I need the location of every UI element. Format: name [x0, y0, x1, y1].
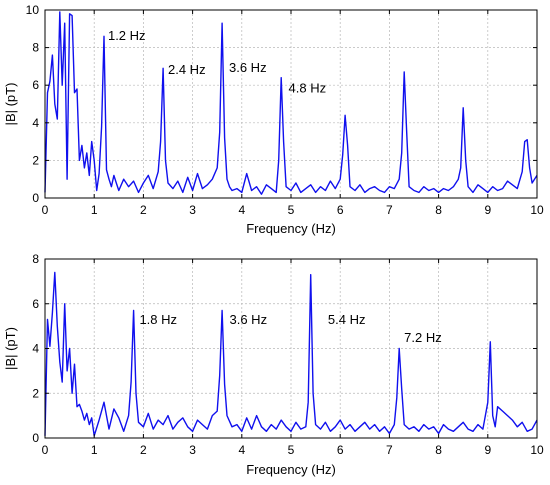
spectrum-trace [44, 11, 538, 195]
bottom-spectrum-panel: 0 1 2 3 4 5 6 7 8 9 10 0 2 4 6 8 Frequency (Hz) |B| (pT) 1… [3, 252, 544, 477]
peak-annotation: 1.2 Hz [108, 28, 146, 43]
peak-annotation: 5.4 Hz [328, 312, 366, 327]
x-tick-label: 5 [288, 203, 295, 217]
x-axis-label: Frequency (Hz) [246, 221, 336, 236]
x-tick-label: 2 [140, 203, 147, 217]
x-tick-label: 10 [530, 443, 544, 457]
y-tick-label: 8 [32, 41, 39, 55]
x-tick-label: 4 [238, 443, 245, 457]
peak-annotation: 3.6 Hz [229, 60, 267, 75]
x-tick-label: 0 [42, 443, 49, 457]
y-tick-label: 0 [32, 431, 39, 445]
y-tick-label: 10 [26, 3, 40, 17]
y-axis-label: |B| (pT) [3, 327, 18, 370]
y-tick-label: 6 [32, 78, 39, 92]
x-tick-label: 9 [484, 443, 491, 457]
peak-annotation: 3.6 Hz [230, 312, 268, 327]
peak-annotation: 1.8 Hz [139, 312, 177, 327]
y-tick-label: 8 [32, 252, 39, 266]
x-tick-label: 8 [435, 203, 442, 217]
y-tick-label: 6 [32, 297, 39, 311]
x-tick-label: 7 [386, 203, 393, 217]
y-axis-label: |B| (pT) [3, 83, 18, 126]
x-tick-label: 3 [189, 443, 196, 457]
y-tick-label: 2 [32, 153, 39, 167]
top-spectrum-panel: 0 1 2 3 4 5 6 7 8 9 10 0 2 4 6 8 10 Frequency (Hz) |B| (pT… [3, 3, 544, 236]
x-tick-label: 3 [189, 203, 196, 217]
x-tick-label: 1 [91, 443, 98, 457]
x-tick-label: 10 [530, 203, 544, 217]
x-tick-label: 6 [337, 443, 344, 457]
x-tick-label: 7 [386, 443, 393, 457]
y-tick-label: 2 [32, 386, 39, 400]
peak-annotation: 2.4 Hz [168, 62, 206, 77]
x-tick-label: 9 [484, 203, 491, 217]
x-tick-label: 8 [435, 443, 442, 457]
x-tick-label: 1 [91, 203, 98, 217]
peak-annotation: 7.2 Hz [404, 330, 442, 345]
y-tick-label: 4 [32, 116, 39, 130]
x-tick-label: 2 [140, 443, 147, 457]
x-axis-label: Frequency (Hz) [246, 462, 336, 477]
x-tick-label: 6 [337, 203, 344, 217]
y-tick-label: 0 [32, 191, 39, 205]
peak-annotation: 4.8 Hz [289, 81, 327, 96]
x-tick-label: 0 [42, 203, 49, 217]
x-tick-label: 4 [238, 203, 245, 217]
y-tick-label: 4 [32, 342, 39, 356]
x-tick-label: 5 [288, 443, 295, 457]
